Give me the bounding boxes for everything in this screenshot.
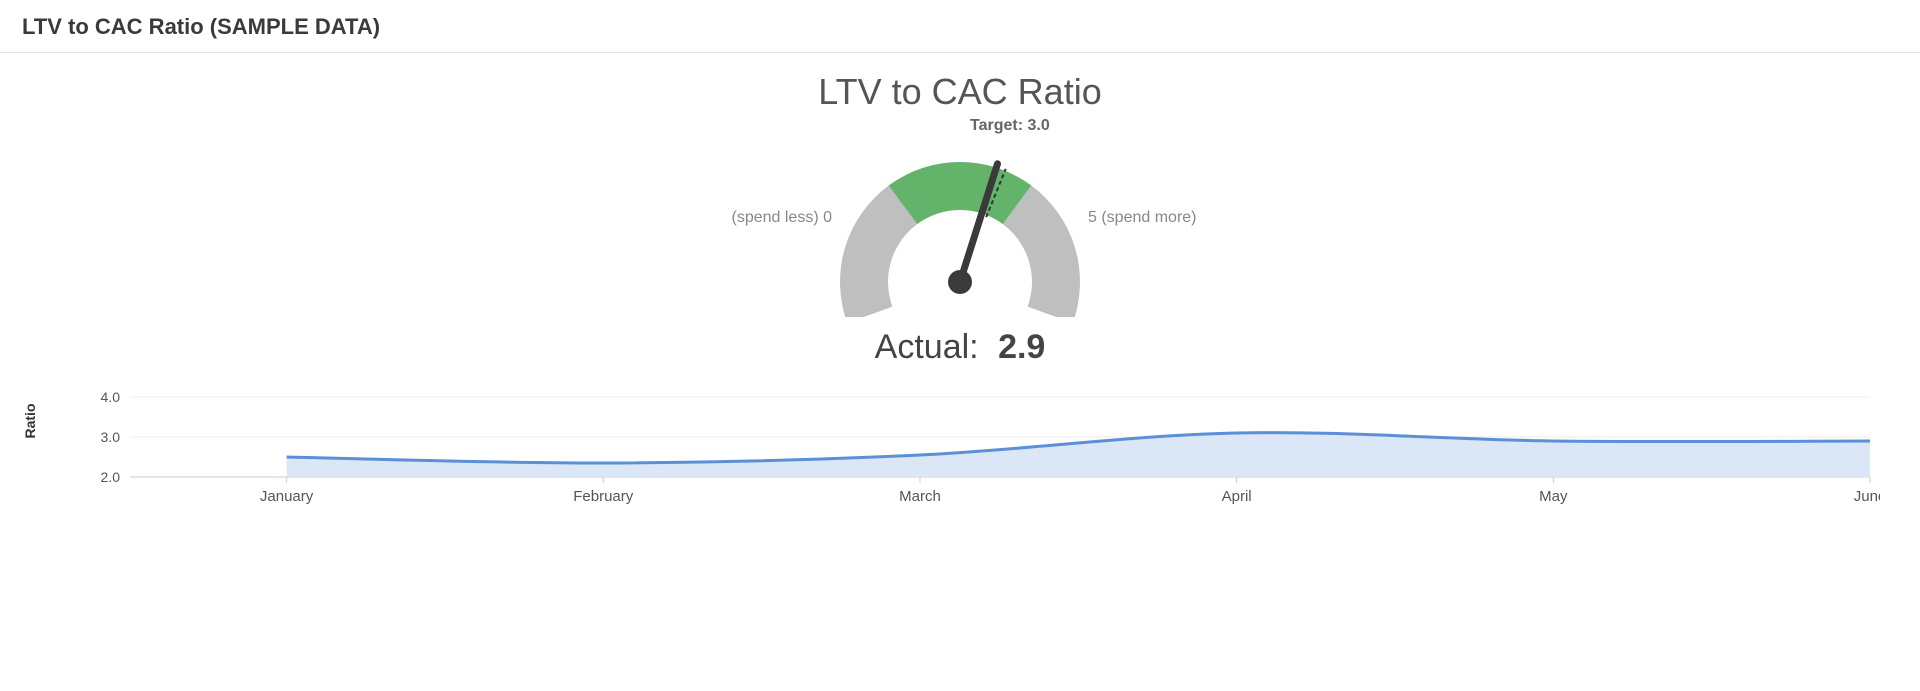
- svg-text:4.0: 4.0: [101, 391, 121, 405]
- gauge-actual-row: Actual: 2.9: [0, 328, 1920, 367]
- svg-text:May: May: [1539, 488, 1568, 505]
- svg-text:April: April: [1222, 488, 1252, 505]
- page-title: LTV to CAC Ratio (SAMPLE DATA): [0, 0, 1920, 53]
- gauge-min-label: (spend less) 0: [732, 209, 833, 227]
- gauge-actual-value: 2.9: [998, 328, 1045, 366]
- gauge-chart: [790, 117, 1130, 317]
- gauge-actual-label: Actual:: [875, 328, 979, 366]
- gauge-title: LTV to CAC Ratio: [0, 71, 1920, 113]
- trend-chart: 2.0 3.0 4.0 January February March April May Jun…: [70, 391, 1880, 511]
- gauge-container: Target: 3.0 (spend less) 0 5 (spend more…: [790, 117, 1130, 317]
- trend-section: Ratio 2.0 3.0 4.0 January February March April…: [0, 391, 1920, 511]
- gauge-max-label: 5 (spend more): [1088, 209, 1197, 227]
- svg-text:3.0: 3.0: [101, 429, 121, 445]
- trend-y-axis-title: Ratio: [22, 404, 38, 439]
- svg-text:January: January: [260, 488, 314, 505]
- svg-text:February: February: [573, 488, 634, 505]
- svg-text:March: March: [899, 488, 941, 505]
- gauge-target-label: Target: 3.0: [970, 117, 1050, 135]
- svg-text:2.0: 2.0: [101, 469, 121, 485]
- gauge-section: LTV to CAC Ratio Target: 3.0 (spend less…: [0, 53, 1920, 367]
- svg-text:June: June: [1854, 488, 1880, 505]
